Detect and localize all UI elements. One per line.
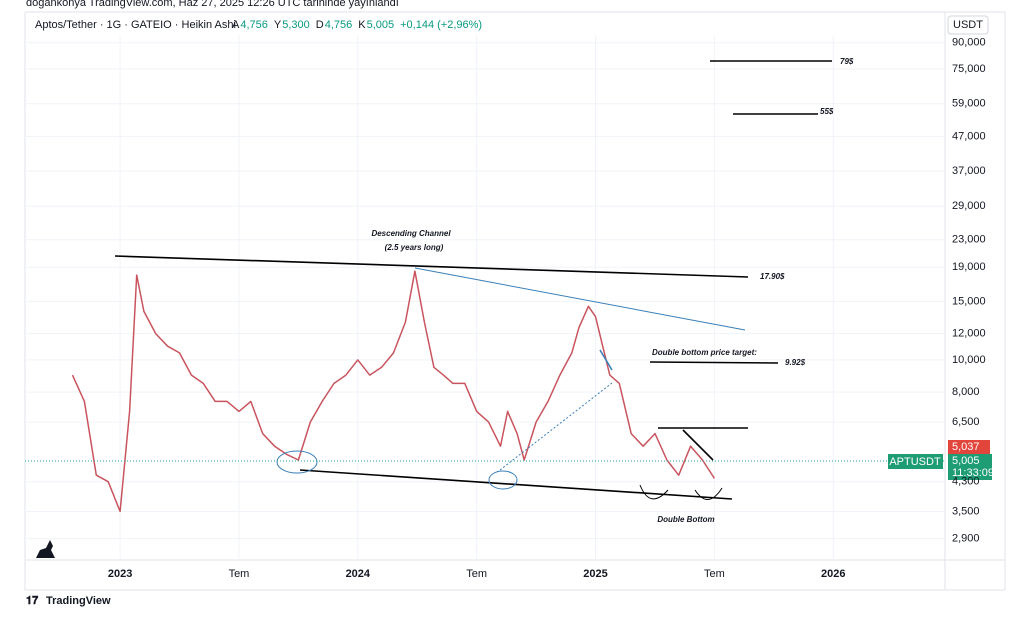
ticker-badge-text: APTUSDT — [889, 456, 941, 468]
change: +0,144 (+2,96%) — [400, 19, 482, 31]
ohlc-value: 5,300 — [282, 19, 310, 31]
y-tick-label: 37,000 — [952, 165, 986, 177]
annotation: (2.5 years long) — [385, 243, 444, 252]
ohlc-value: 4,756 — [325, 19, 353, 31]
annotation: 17.90$ — [760, 272, 785, 281]
circle — [488, 470, 518, 490]
price-badge-text: 5,005 — [952, 455, 980, 467]
y-tick-label: 2,900 — [952, 532, 980, 544]
y-tick-label: 29,000 — [952, 200, 986, 212]
trend-line — [414, 267, 746, 331]
x-tick-label: 2024 — [346, 568, 371, 580]
annotation: Descending Channel — [371, 229, 451, 238]
currency[interactable]: USDT — [953, 19, 983, 31]
published-note: doğankonya TradingView.com, Haz 27, 2025… — [26, 0, 399, 9]
y-tick-label: 23,000 — [952, 234, 986, 246]
ohlc-key: Y — [274, 19, 282, 31]
annotation: 55$ — [820, 107, 834, 116]
y-tick-label: 90,000 — [952, 37, 986, 49]
y-tick-label: 15,000 — [952, 295, 986, 307]
logo-icon — [36, 540, 55, 558]
target-line — [649, 361, 779, 364]
ohlc-key: D — [316, 19, 324, 31]
currency-box[interactable] — [947, 15, 989, 35]
annotation: Double Bottom — [657, 515, 714, 524]
circle — [276, 450, 318, 474]
x-tick-label: 2026 — [821, 568, 845, 580]
y-tick-label: 12,000 — [952, 328, 986, 340]
price-line — [71, 270, 716, 513]
ohlc-value: 5,005 — [367, 19, 395, 31]
y-tick-label: 4,300 — [952, 476, 980, 488]
annotation: 9.92$ — [785, 358, 806, 367]
annotation: 79$ — [840, 57, 854, 66]
symbol: Aptos/Tether · 1G · GATEIO · Heikin Ashi — [35, 19, 236, 31]
channel-top — [114, 255, 749, 278]
x-tick-label: 2025 — [583, 568, 607, 580]
ohlc: A 4,756 Y 5,300 D 4,756 K 5,005 +0,144 (+2,96%) — [232, 19, 482, 31]
y-tick-label: 3,500 — [952, 505, 980, 517]
arrow — [682, 429, 714, 461]
y-tick-label: 59,000 — [952, 98, 986, 110]
y-tick-label: 8,000 — [952, 386, 980, 398]
countdown: 11:33:09 — [952, 467, 994, 479]
y-tick-label: 47,000 — [952, 130, 986, 142]
x-tick-label: Tem — [466, 568, 487, 580]
price-badge-text: 5,037 — [952, 441, 980, 453]
brand: TradingView — [46, 595, 111, 607]
ohlc-key: K — [358, 19, 366, 31]
price-badge — [948, 440, 990, 454]
ohlc-value: 4,756 — [240, 19, 268, 31]
y-tick-label: 75,000 — [952, 63, 986, 75]
x-tick-label: 2023 — [108, 568, 132, 580]
arrow — [599, 349, 613, 371]
ohlc-key: A — [232, 19, 240, 31]
x-tick-label: Tem — [229, 568, 250, 580]
y-tick-label: 10,000 — [952, 354, 986, 366]
annotation: Double bottom price target: — [652, 348, 757, 357]
annotations — [114, 60, 832, 500]
y-tick-label: 19,000 — [952, 261, 986, 273]
y-tick-label: 6,500 — [952, 416, 980, 428]
price-badge — [948, 454, 992, 480]
arc — [639, 484, 669, 500]
x-tick-label: Tem — [704, 568, 725, 580]
arc — [694, 487, 723, 500]
ticker-badge — [888, 454, 943, 469]
channel-bottom — [299, 469, 733, 500]
brand-mark: 𝟏𝟕 — [26, 595, 39, 607]
